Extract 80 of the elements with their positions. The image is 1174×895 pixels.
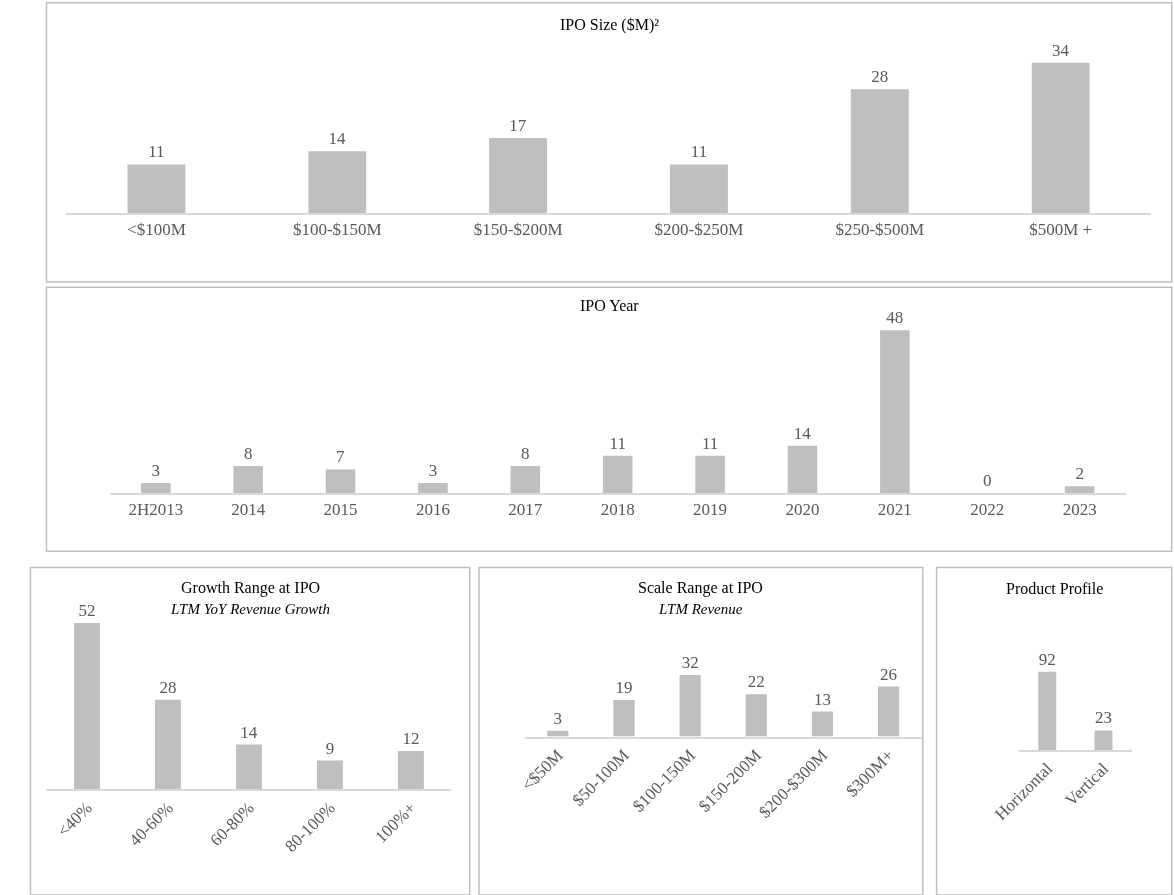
bar: [325, 469, 356, 494]
bar: [787, 445, 818, 494]
x-tick-label: <$100M: [127, 220, 186, 240]
bar: [850, 89, 909, 214]
bar: [880, 330, 910, 494]
bar: [811, 711, 834, 737]
data-label: 48: [886, 308, 904, 328]
data-label: 92: [1038, 649, 1056, 669]
data-label: 8: [521, 444, 530, 464]
x-tick-label: $150-$200M: [473, 220, 563, 240]
data-label: 3: [553, 708, 563, 728]
bar: [233, 466, 263, 494]
x-tick-label: 2023: [1062, 500, 1097, 520]
data-label: 23: [1094, 708, 1112, 728]
x-tick-label: $200-$250M: [654, 220, 744, 240]
data-label: 19: [615, 678, 633, 698]
data-label: 52: [78, 601, 96, 621]
data-label: 3: [151, 460, 161, 480]
bar: [695, 455, 725, 494]
bar: [127, 164, 186, 214]
bar: [613, 700, 635, 737]
chart-title: Product Profile: [1006, 580, 1104, 597]
data-label: 32: [681, 653, 699, 673]
data-label: 9: [325, 738, 335, 758]
data-label: 11: [609, 433, 626, 453]
x-tick-label: 2016: [415, 500, 450, 520]
bar: [602, 455, 633, 494]
x-tick-label: 2018: [600, 500, 635, 520]
x-tick-label: 2H2013: [128, 500, 184, 520]
bar: [489, 137, 548, 214]
chart-subtitle: LTM Revenue: [658, 601, 743, 617]
x-tick-label: 2014: [231, 500, 266, 520]
x-tick-label: 2020: [785, 500, 820, 520]
bar: [1064, 486, 1095, 494]
x-tick-label: 2022: [970, 500, 1005, 520]
bar: [679, 675, 701, 737]
data-label: 0: [983, 471, 992, 491]
data-label: 11: [148, 142, 165, 162]
bar: [510, 466, 541, 494]
chart-subtitle: LTM YoY Revenue Growth: [170, 601, 331, 617]
chart-title: Growth Range at IPO: [181, 579, 321, 597]
data-label: 11: [690, 142, 708, 162]
data-label: 22: [747, 672, 765, 692]
bar: [1031, 62, 1090, 214]
data-label: 12: [402, 729, 420, 749]
data-label: 7: [336, 447, 346, 467]
chart-title: IPO Year: [580, 297, 640, 314]
data-label: 14: [240, 722, 258, 742]
data-label: 28: [871, 67, 889, 87]
x-tick-label: 2017: [508, 500, 543, 520]
bar: [316, 760, 343, 790]
chart-title: Scale Range at IPO: [638, 579, 763, 597]
chart-title: IPO Size ($M)²: [560, 16, 660, 34]
data-label: 34: [1051, 40, 1070, 60]
bar: [155, 699, 181, 790]
bar: [878, 686, 900, 737]
x-tick-label: 2015: [323, 500, 358, 520]
data-label: 26: [880, 664, 898, 684]
data-label: 8: [243, 444, 253, 464]
x-tick-label: 2021: [877, 500, 912, 520]
data-label: 28: [159, 677, 177, 697]
bar: [74, 623, 100, 790]
data-label: 17: [509, 115, 527, 135]
bar: [308, 151, 367, 214]
bar: [397, 751, 424, 790]
data-label: 13: [813, 689, 831, 709]
data-label: 2: [1075, 464, 1084, 484]
x-tick-label: $500M +: [1029, 220, 1093, 240]
data-label: 3: [428, 460, 438, 480]
data-label: 14: [793, 423, 812, 443]
bar: [235, 744, 262, 790]
bar: [418, 482, 448, 494]
data-label: 14: [328, 129, 347, 149]
bar: [140, 482, 171, 494]
x-tick-label: $100-$150M: [292, 220, 382, 240]
bar: [745, 694, 767, 737]
x-tick-label: 2019: [693, 500, 728, 520]
bar: [670, 164, 728, 214]
x-tick-label: $250-$500M: [835, 220, 925, 240]
data-label: 11: [701, 433, 719, 453]
